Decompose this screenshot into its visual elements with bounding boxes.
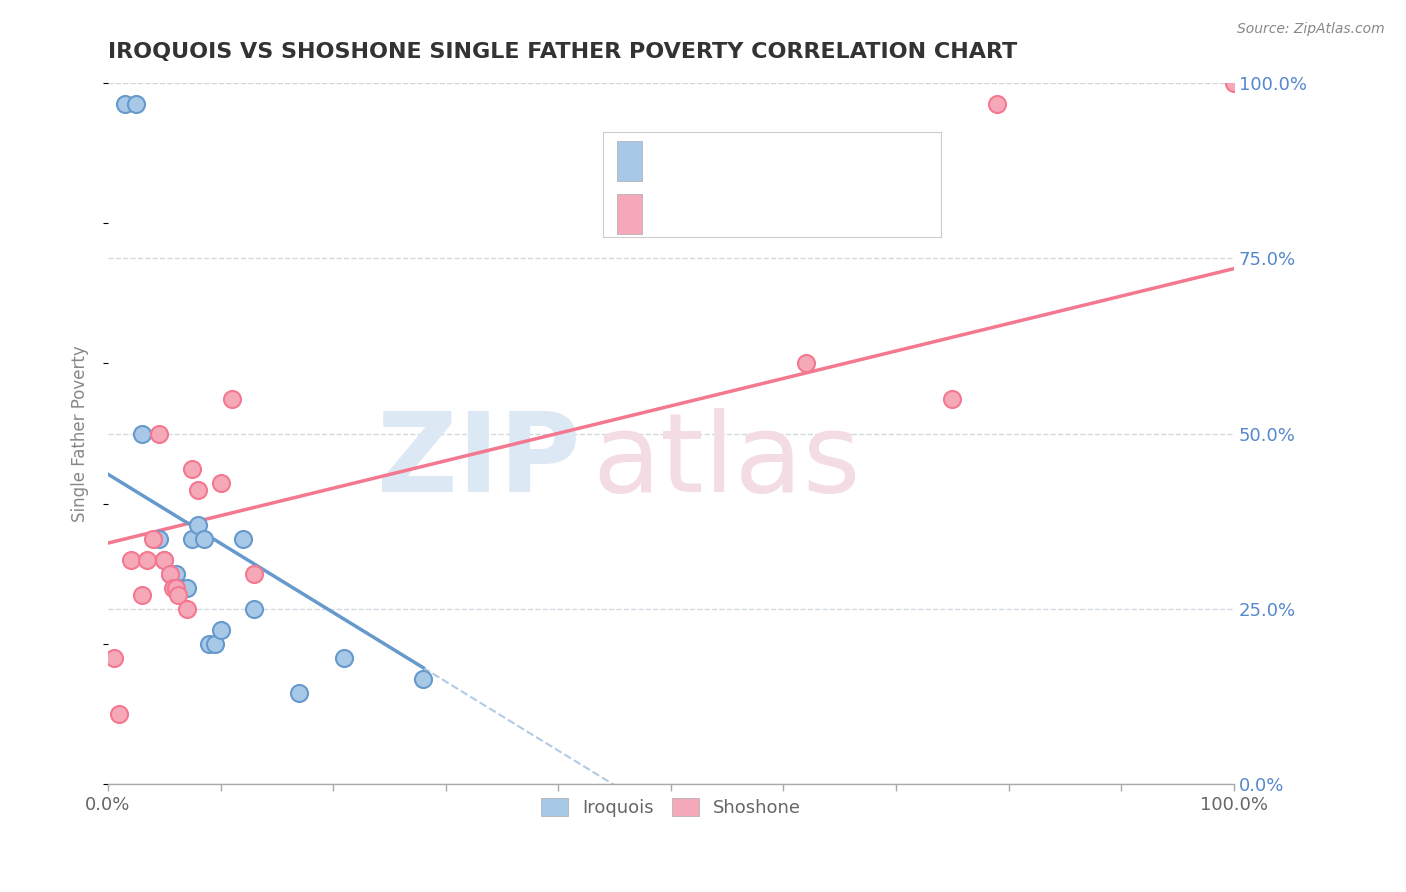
Point [187, 483, 209, 497]
Text: Source: ZipAtlas.com: Source: ZipAtlas.com [1237, 22, 1385, 37]
Text: IROQUOIS VS SHOSHONE SINGLE FATHER POVERTY CORRELATION CHART: IROQUOIS VS SHOSHONE SINGLE FATHER POVER… [108, 42, 1017, 62]
Point [142, 532, 165, 546]
Point [209, 623, 232, 637]
Point [176, 602, 198, 616]
Point [165, 581, 187, 595]
Text: R =: R = [652, 205, 692, 223]
Text: N =: N = [759, 153, 811, 170]
Point [187, 517, 209, 532]
Point [131, 588, 153, 602]
FancyBboxPatch shape [617, 141, 641, 181]
Point [204, 637, 226, 651]
Point [333, 651, 356, 665]
FancyBboxPatch shape [617, 194, 641, 234]
Text: 23: 23 [803, 205, 825, 223]
Point [166, 588, 188, 602]
Point [162, 581, 184, 595]
Point [159, 566, 181, 581]
Point [412, 672, 434, 686]
Point [1223, 76, 1246, 90]
Point [288, 686, 311, 700]
Point [108, 707, 131, 722]
Text: 20: 20 [803, 153, 825, 170]
Text: ZIP: ZIP [377, 409, 581, 516]
Point [181, 532, 204, 546]
Y-axis label: Single Father Poverty: Single Father Poverty [72, 345, 89, 522]
Point [839, 216, 862, 230]
Text: atlas: atlas [592, 409, 860, 516]
Text: N =: N = [759, 205, 811, 223]
Point [159, 566, 181, 581]
Point [243, 602, 266, 616]
Point [165, 566, 187, 581]
Point [131, 426, 153, 441]
Point [243, 566, 266, 581]
Point [176, 581, 198, 595]
Point [114, 96, 136, 111]
Legend: Iroquois, Shoshone: Iroquois, Shoshone [533, 790, 808, 824]
Point [198, 637, 221, 651]
Point [941, 392, 963, 406]
Point [103, 651, 125, 665]
Point [148, 532, 170, 546]
Point [181, 461, 204, 475]
Point [125, 96, 148, 111]
Point [148, 426, 170, 441]
Text: R =: R = [652, 153, 692, 170]
Text: 0.514: 0.514 [690, 205, 747, 223]
Point [986, 96, 1008, 111]
Point [209, 475, 232, 490]
Point [221, 392, 243, 406]
Point [170, 581, 193, 595]
Point [153, 553, 176, 567]
Point [232, 532, 254, 546]
Point [193, 532, 215, 546]
Text: -0.279: -0.279 [690, 153, 748, 170]
Point [153, 553, 176, 567]
Point [120, 553, 142, 567]
Point [794, 356, 817, 370]
Point [136, 553, 159, 567]
